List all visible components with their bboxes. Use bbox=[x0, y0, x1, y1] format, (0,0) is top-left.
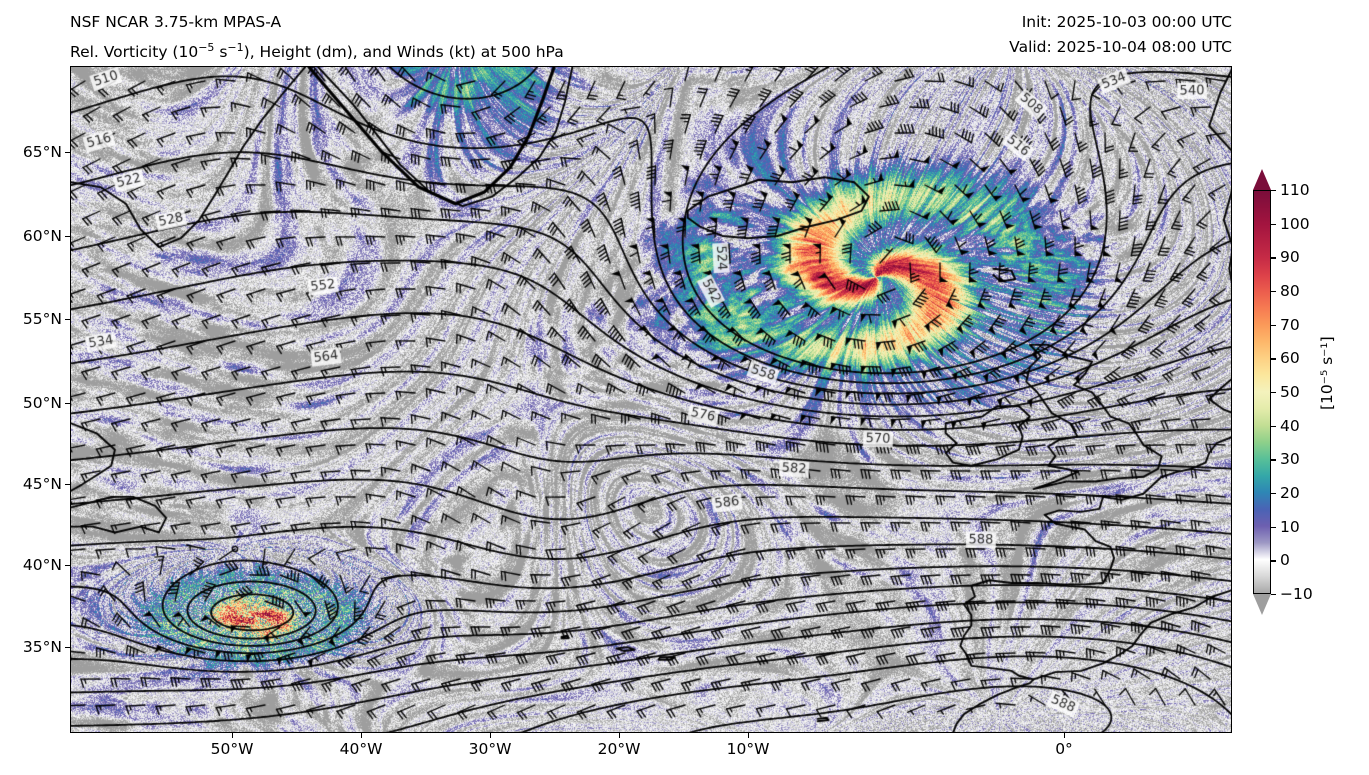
colorbar[interactable]: −10 0 10 20 30 40 50 60 70 80 90 100 110 bbox=[1253, 169, 1313, 630]
y-tickmark bbox=[65, 403, 70, 405]
y-tick-label: 40°N bbox=[22, 556, 62, 574]
colorbar-tick-label: 100 bbox=[1280, 214, 1310, 233]
colorbar-tickmark bbox=[1271, 223, 1276, 225]
colorbar-tickmark bbox=[1271, 358, 1276, 360]
colorbar-tick-label: 90 bbox=[1280, 248, 1300, 267]
colorbar-tickmark bbox=[1271, 291, 1276, 293]
colorbar-tick-label: 0 bbox=[1280, 551, 1290, 570]
y-tick-label: 65°N bbox=[22, 143, 62, 161]
x-tickmark bbox=[619, 733, 621, 738]
y-tick-label: 35°N bbox=[22, 638, 62, 656]
colorbar-tickmark bbox=[1271, 324, 1276, 326]
colorbar-tick-label: −10 bbox=[1280, 585, 1313, 603]
colorbar-tick-label: 20 bbox=[1280, 484, 1300, 502]
y-tickmark bbox=[65, 319, 70, 321]
valid-time-label: Valid: 2025-10-04 08:00 UTC bbox=[1009, 38, 1232, 56]
run-metadata: Init: 2025-10-03 00:00 UTC Valid: 2025-1… bbox=[1009, 10, 1232, 60]
colorbar-tick-label: 60 bbox=[1280, 349, 1300, 368]
y-tick-label: 60°N bbox=[22, 227, 62, 245]
colorbar-gradient bbox=[1253, 190, 1271, 594]
y-tick-label: 55°N bbox=[22, 310, 62, 328]
colorbar-tickmark bbox=[1271, 392, 1276, 394]
y-tickmark bbox=[65, 484, 70, 486]
colorbar-unit-label: [10⁻⁵ s⁻¹] bbox=[1318, 336, 1336, 410]
x-tickmark bbox=[1064, 733, 1066, 738]
x-tickmark bbox=[490, 733, 492, 738]
colorbar-tick-label: 70 bbox=[1280, 315, 1300, 334]
height-contours-and-wind-barbs bbox=[71, 67, 1231, 732]
colorbar-tick-label: 80 bbox=[1280, 282, 1300, 300]
x-tick-label: 10°W bbox=[726, 740, 770, 758]
x-tick-label: 0° bbox=[1055, 740, 1073, 758]
x-tick-label: 40°W bbox=[339, 740, 383, 758]
x-tick-label: 20°W bbox=[597, 740, 641, 758]
x-tickmark bbox=[361, 733, 363, 738]
colorbar-tickmark bbox=[1271, 594, 1276, 596]
colorbar-tick-label: 40 bbox=[1280, 416, 1300, 435]
title-line-2: Rel. Vorticity (10−5 s−1), Height (dm), … bbox=[70, 41, 564, 62]
colorbar-under-arrow bbox=[1253, 594, 1271, 615]
title-line-1: NSF NCAR 3.75-km MPAS-A bbox=[70, 13, 282, 31]
colorbar-tickmark bbox=[1271, 459, 1276, 461]
map-plot-area[interactable] bbox=[70, 66, 1232, 733]
colorbar-tickmark bbox=[1271, 425, 1276, 427]
colorbar-tickmark bbox=[1271, 560, 1276, 562]
y-tickmark bbox=[65, 152, 70, 154]
colorbar-tick-label: 30 bbox=[1280, 450, 1300, 469]
colorbar-tickmark bbox=[1271, 526, 1276, 528]
colorbar-tickmark bbox=[1271, 493, 1276, 495]
y-tickmark bbox=[65, 236, 70, 238]
colorbar-tickmark bbox=[1271, 190, 1276, 192]
colorbar-tick-label: 110 bbox=[1280, 181, 1310, 199]
chart-title: NSF NCAR 3.75-km MPAS-A Rel. Vorticity (… bbox=[70, 10, 564, 65]
x-tickmark bbox=[748, 733, 750, 738]
colorbar-tick-label: 50 bbox=[1280, 383, 1300, 401]
y-tickmark bbox=[65, 565, 70, 567]
x-tick-label: 50°W bbox=[210, 740, 254, 758]
y-tick-label: 45°N bbox=[22, 475, 62, 493]
y-tickmark bbox=[65, 647, 70, 649]
colorbar-over-arrow bbox=[1253, 169, 1271, 190]
y-tick-label: 50°N bbox=[22, 394, 62, 412]
x-tickmark bbox=[232, 733, 234, 738]
x-tick-label: 30°W bbox=[468, 740, 512, 758]
colorbar-tickmark bbox=[1271, 257, 1276, 259]
init-time-label: Init: 2025-10-03 00:00 UTC bbox=[1021, 13, 1232, 31]
colorbar-tick-label: 10 bbox=[1280, 517, 1300, 536]
